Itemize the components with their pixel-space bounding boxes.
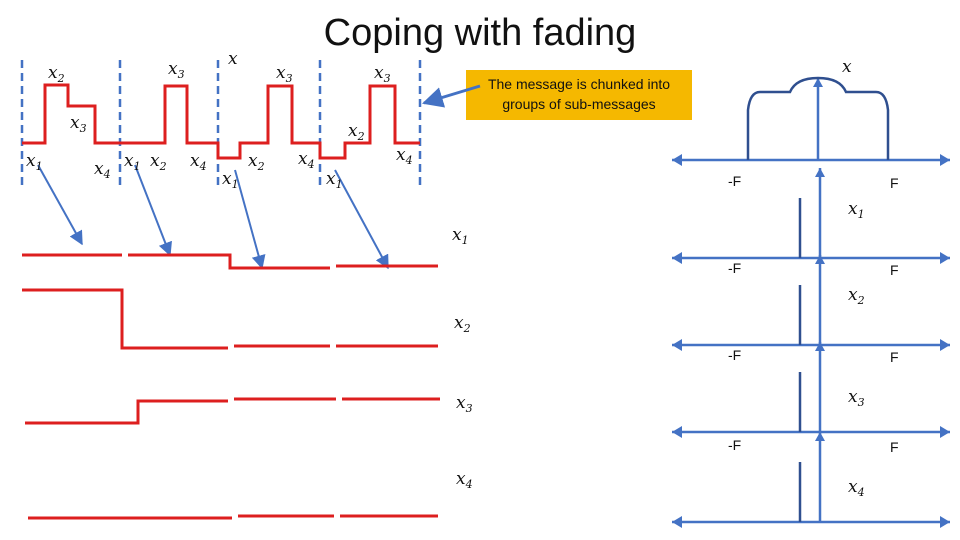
- label-x2: x2: [248, 151, 265, 173]
- sub-signal-1: [22, 253, 438, 270]
- arrow-x1: [37, 164, 83, 246]
- label-x: x: [228, 49, 238, 69]
- label-x2: x2: [348, 121, 365, 143]
- label-x3: x3: [374, 63, 391, 85]
- pos-f-label: F: [890, 175, 899, 191]
- pos-f-label: F: [890, 349, 899, 365]
- sub-signal-2: [22, 288, 438, 350]
- axis-arrowhead-up: [815, 255, 825, 264]
- label-x4: x4: [456, 469, 473, 491]
- label-x3: x3: [456, 393, 473, 415]
- label-x1: x1: [222, 169, 239, 191]
- neg-f-label: -F: [728, 260, 741, 276]
- callout-arrow: [421, 84, 481, 108]
- label-x1: x1: [124, 151, 141, 173]
- neg-f-label: -F: [728, 173, 741, 189]
- sub-signal-4: [28, 514, 438, 520]
- sub-signal-3: [25, 397, 440, 425]
- label-x2: x2: [454, 313, 471, 335]
- decomposition-arrows: [37, 164, 389, 270]
- label-x4: x4: [396, 145, 413, 167]
- arrow-x1: [134, 164, 172, 257]
- axis-arrowhead-left: [672, 154, 682, 166]
- axis-arrowhead-right: [940, 516, 950, 528]
- label-x4: x4: [848, 477, 865, 499]
- callout-line-2: groups of sub-messages: [502, 96, 656, 112]
- label-x1: x1: [452, 225, 469, 247]
- pos-f-label: F: [890, 439, 899, 455]
- neg-f-label: -F: [728, 437, 741, 453]
- axis-arrowhead-right: [940, 154, 950, 166]
- label-x1: x1: [26, 151, 43, 173]
- slide-title: Coping with fading: [323, 12, 637, 54]
- axis-arrowhead-up: [815, 432, 825, 441]
- axis-arrowhead-up: [815, 168, 825, 177]
- label-x3: x3: [70, 113, 87, 135]
- axis-arrowhead-up: [813, 78, 823, 87]
- label-x4: x4: [190, 151, 207, 173]
- label-x2: x2: [150, 151, 167, 173]
- label-x2: x2: [848, 285, 865, 307]
- spectrum-panels: x -F Fx1 -F Fx2 -F Fx3 -F Fx4: [672, 57, 950, 528]
- callout-box: The message is chunked into groups of su…: [466, 70, 692, 120]
- full-band-spectrum: [746, 76, 890, 160]
- label-x4: x4: [94, 159, 111, 181]
- axis-arrowhead-right: [940, 339, 950, 351]
- label-x2: x2: [48, 63, 65, 85]
- arrow-x1: [334, 169, 389, 270]
- signal-variable-labels: x2 x3 x x3 x3 x3 x2 x1 x4 x1 x2 x4 x1 x2…: [26, 49, 473, 491]
- axis-arrowhead-left: [672, 339, 682, 351]
- pos-f-label: F: [890, 262, 899, 278]
- label-x3: x3: [168, 59, 185, 81]
- axis-arrowhead-right: [940, 252, 950, 264]
- axis-arrowhead-left: [672, 516, 682, 528]
- arrow-x1: [234, 169, 266, 270]
- label-x1: x1: [326, 169, 343, 191]
- axis-arrowhead-right: [940, 426, 950, 438]
- chunk-dividers: [20, 60, 422, 186]
- label-x3: x3: [848, 387, 865, 409]
- sub-signals: [22, 253, 440, 520]
- axis-arrowhead-left: [672, 252, 682, 264]
- axis-arrowhead-up: [815, 342, 825, 351]
- label-x4: x4: [298, 149, 315, 171]
- callout-line-1: The message is chunked into: [487, 76, 671, 92]
- axis-arrowhead-left: [672, 426, 682, 438]
- label-x: x: [842, 57, 852, 77]
- combined-signal-waveform: [22, 83, 420, 160]
- neg-f-label: -F: [728, 347, 741, 363]
- label-x1: x1: [848, 199, 865, 221]
- label-x3: x3: [276, 63, 293, 85]
